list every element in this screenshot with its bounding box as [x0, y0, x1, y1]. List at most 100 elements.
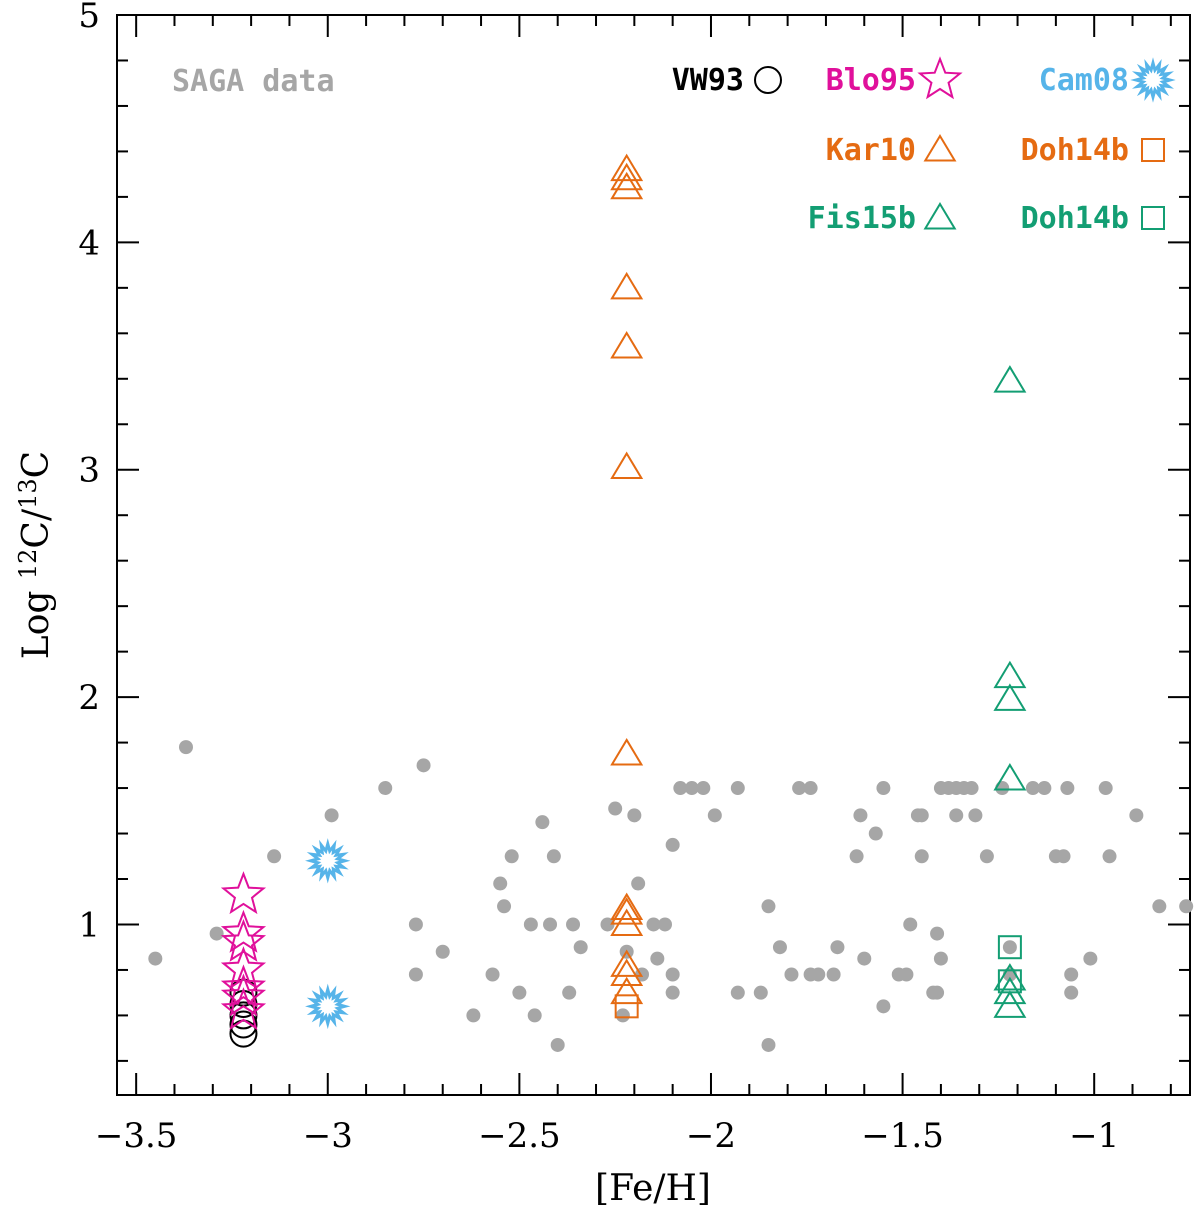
data-point-doh14b: [997, 969, 1022, 994]
data-point-saga data: [811, 967, 826, 982]
data-point-saga data: [673, 781, 688, 796]
data-point-saga data: [849, 849, 864, 864]
data-point-saga data: [657, 917, 672, 932]
data-point-kar10: [610, 738, 644, 766]
data-point-saga data: [868, 826, 883, 841]
data-point-saga data: [930, 926, 945, 941]
data-point-kar10: [610, 976, 644, 1005]
data-point-saga data: [573, 940, 588, 955]
data-point-saga data: [646, 917, 661, 932]
data-point-saga data: [964, 781, 979, 796]
data-point-saga data: [730, 985, 745, 1000]
data-point-kar10: [610, 908, 644, 936]
y-axis-title-end: C: [16, 451, 57, 479]
x-tick-label: −1: [1069, 1116, 1119, 1156]
data-point-saga data: [753, 985, 768, 1000]
data-point-saga data: [562, 985, 577, 1000]
data-point-blo95: [220, 987, 267, 1031]
data-point-saga data: [1037, 781, 1052, 796]
data-point-fis15b: [993, 990, 1027, 1018]
data-point-saga data: [1152, 899, 1167, 914]
legend-label-vw93: VW93: [672, 63, 744, 98]
y-axis-title-sup-12: 12: [14, 549, 42, 580]
data-point-kar10: [610, 271, 644, 300]
data-point-saga data: [1083, 951, 1098, 966]
data-point-doh14b: [614, 994, 639, 1019]
data-point-saga data: [527, 1008, 542, 1023]
series-doh14b-square: [614, 994, 639, 1019]
legend-label-cam08: Cam08: [1039, 63, 1129, 98]
data-point-saga data: [826, 967, 841, 982]
data-point-saga data: [504, 849, 519, 864]
data-point-saga data: [979, 849, 994, 864]
data-point-saga data: [914, 849, 929, 864]
data-point-saga data: [497, 899, 512, 914]
data-point-saga data: [600, 917, 615, 932]
legend-marker-doh14b: [1141, 206, 1165, 230]
data-point-saga data: [178, 740, 193, 755]
y-tick-label: 1: [78, 905, 100, 945]
data-point-fis15b: [993, 976, 1027, 1005]
data-point-saga data: [1064, 967, 1079, 982]
data-point-saga data: [930, 985, 945, 1000]
data-point-saga data: [730, 781, 745, 796]
data-point-saga data: [566, 917, 581, 932]
data-point-vw93: [229, 1010, 258, 1039]
data-point-saga data: [696, 781, 711, 796]
data-point-cam08: [305, 838, 351, 884]
data-point-saga data: [550, 1037, 565, 1052]
data-point-kar10: [610, 958, 644, 986]
data-point-blo95: [220, 909, 267, 953]
y-axis-title-sup-13: 13: [14, 478, 42, 509]
data-point-saga data: [1056, 849, 1071, 864]
data-point-saga data: [546, 849, 561, 864]
data-point-kar10: [610, 949, 644, 977]
data-point-saga data: [543, 917, 558, 932]
data-point-saga data: [631, 876, 646, 891]
data-point-saga data: [1098, 781, 1113, 796]
data-point-saga data: [784, 967, 799, 982]
legend-label-blo95: Blo95: [826, 63, 916, 98]
y-tick-label: 4: [78, 223, 100, 263]
x-tick-label: −3: [303, 1116, 353, 1156]
data-point-saga data: [1025, 781, 1040, 796]
data-point-saga data: [1129, 808, 1144, 823]
data-point-saga data: [209, 926, 224, 941]
data-point-saga data: [1060, 781, 1075, 796]
data-point-saga data: [914, 808, 929, 823]
data-point-saga data: [535, 815, 550, 830]
x-tick-label: −2: [686, 1116, 736, 1156]
data-point-saga data: [466, 1008, 481, 1023]
data-point-saga data: [968, 808, 983, 823]
x-axis-title: [Fe/H]: [595, 1168, 711, 1209]
data-point-fis15b: [993, 683, 1027, 711]
y-axis-title-mid: C/: [16, 508, 57, 549]
data-point-kar10: [610, 162, 644, 191]
data-point-saga data: [408, 967, 423, 982]
data-point-kar10: [610, 331, 644, 359]
data-point-blo95: [220, 973, 267, 1017]
y-axis-title: Log 12C/13C: [14, 451, 57, 659]
data-point-fis15b: [993, 763, 1027, 791]
data-point-saga data: [1064, 985, 1079, 1000]
data-point-saga data: [267, 849, 282, 864]
axis-ticks: [117, 14, 1190, 1095]
saga-data-label: SAGA data: [172, 64, 335, 99]
legend-marker-cam08: [1130, 57, 1176, 103]
data-point-saga data: [485, 967, 500, 982]
data-point-saga data: [761, 1037, 776, 1052]
data-point-saga data: [1179, 899, 1194, 914]
x-tick-label: −3.5: [95, 1116, 178, 1156]
legend-label-doh14b: Doh14b: [1021, 133, 1129, 168]
data-point-saga data: [493, 876, 508, 891]
data-point-saga data: [876, 781, 891, 796]
data-point-kar10: [610, 892, 644, 921]
data-point-saga data: [1002, 940, 1017, 955]
data-point-saga data: [903, 917, 918, 932]
legend-label-doh14b: Doh14b: [1021, 201, 1129, 236]
data-point-saga data: [876, 999, 891, 1014]
data-point-kar10: [610, 451, 644, 479]
y-tick-label: 2: [78, 678, 100, 718]
x-tick-label: −2.5: [478, 1116, 561, 1156]
